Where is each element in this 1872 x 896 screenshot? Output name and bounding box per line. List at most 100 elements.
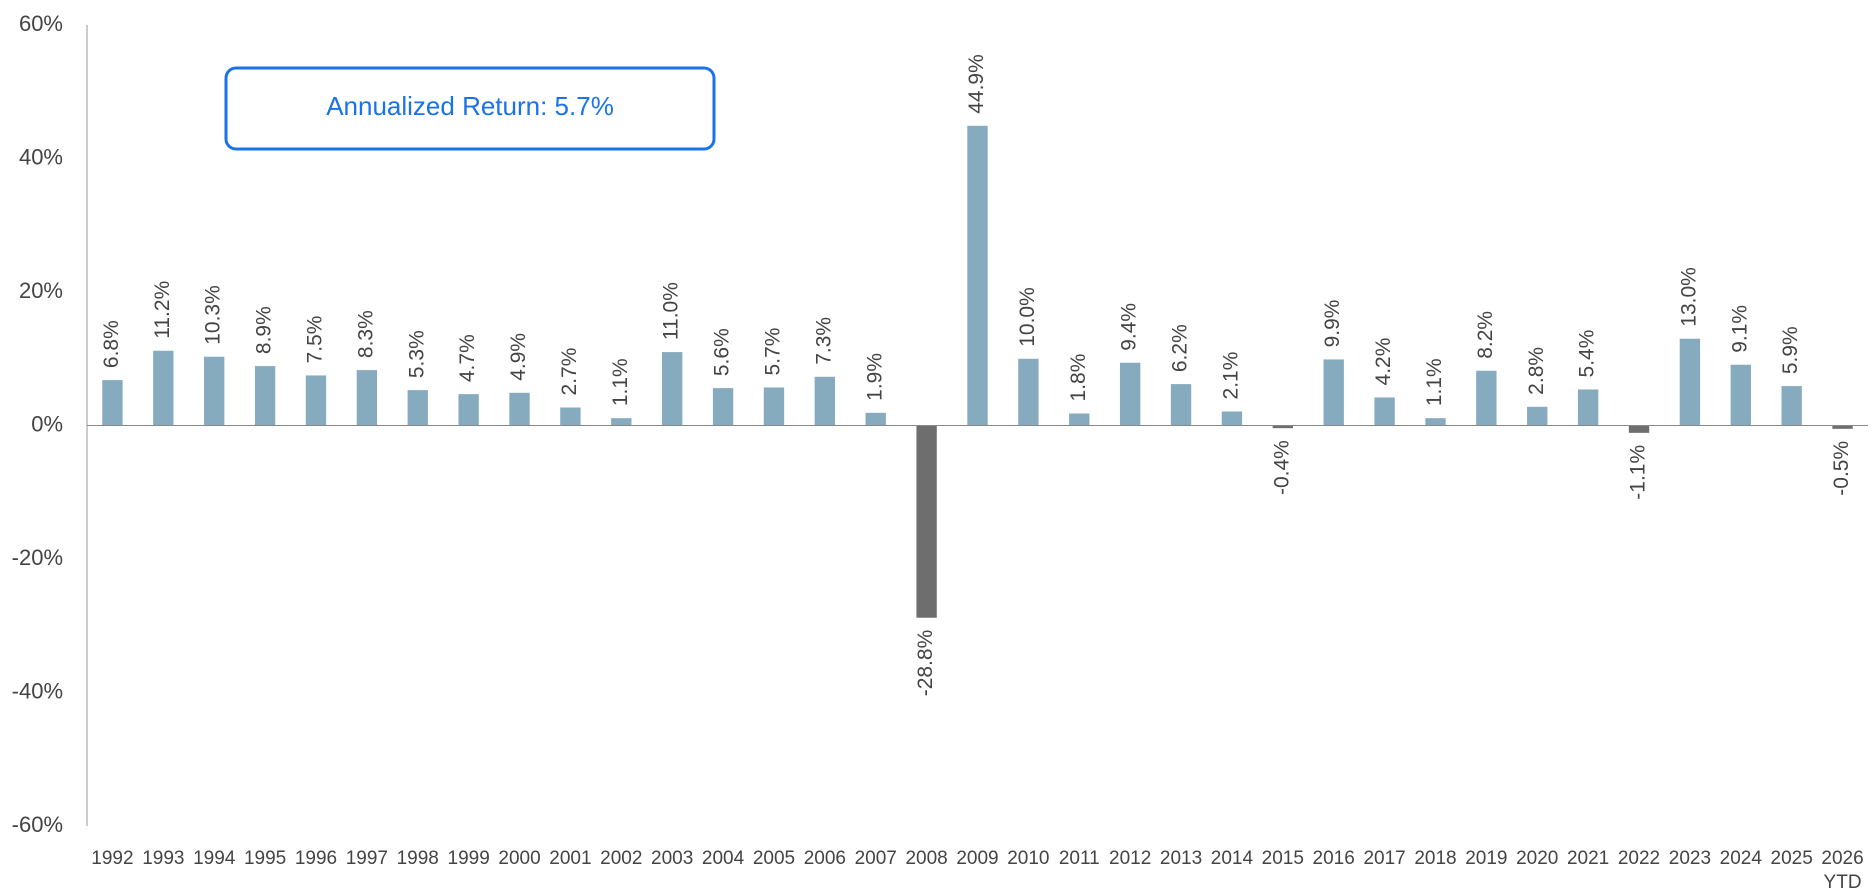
y-tick-label: 60% <box>19 11 63 36</box>
value-label: 5.4% <box>1576 330 1599 378</box>
value-label: 7.3% <box>812 317 835 365</box>
bar <box>1170 384 1192 426</box>
x-tick-label: 1999 <box>448 848 490 869</box>
x-tick-label: 2007 <box>855 848 897 869</box>
x-tick-label: 2017 <box>1363 848 1405 869</box>
x-tick-label: 2003 <box>651 848 693 869</box>
value-label: 4.2% <box>1372 338 1395 386</box>
value-label: 11.2% <box>151 281 174 339</box>
value-label: 4.7% <box>456 334 479 382</box>
bar <box>1323 359 1344 426</box>
x-tick-label: 2008 <box>905 848 947 869</box>
value-label: 8.9% <box>253 306 276 354</box>
value-label: 2.1% <box>1219 352 1242 400</box>
x-tick-label: 2012 <box>1109 848 1151 869</box>
bar <box>153 350 174 426</box>
value-label: -0.4% <box>1270 440 1293 495</box>
x-tick-label: 1995 <box>244 848 286 869</box>
value-label: 1.9% <box>863 353 886 401</box>
bar <box>1374 397 1395 426</box>
bar <box>560 407 581 426</box>
x-tick-label: 2005 <box>753 848 795 869</box>
x-tick-label: 2010 <box>1007 848 1049 869</box>
value-label: 5.6% <box>711 328 734 376</box>
x-tick-label: 2026 YTD <box>1821 848 1863 893</box>
bar <box>712 388 734 426</box>
x-tick-label: 2000 <box>498 848 540 869</box>
x-tick-label: 2014 <box>1211 848 1254 869</box>
bar <box>1119 362 1141 426</box>
value-label: 5.7% <box>762 328 785 376</box>
bar <box>611 418 632 426</box>
bar <box>763 387 785 426</box>
y-tick-label: -40% <box>12 678 63 703</box>
value-label: 9.9% <box>1321 300 1344 348</box>
value-label: -28.8% <box>914 630 937 697</box>
bar <box>1272 425 1293 429</box>
x-tick-label: 2013 <box>1160 848 1202 869</box>
bar <box>458 394 479 426</box>
value-label: 8.3% <box>354 310 377 358</box>
x-tick-label: 2015 <box>1262 848 1304 869</box>
x-tick-label: 2011 <box>1059 848 1100 869</box>
bar <box>967 125 988 426</box>
bar <box>1679 338 1701 426</box>
x-tick-label: 1993 <box>142 848 184 869</box>
value-label: 9.1% <box>1728 305 1751 353</box>
x-tick-label: 2009 <box>956 848 998 869</box>
value-label: 11.0% <box>660 282 683 340</box>
value-label: -0.5% <box>1830 441 1853 496</box>
value-label: 9.4% <box>1118 303 1141 351</box>
bar <box>1476 370 1497 426</box>
value-label: 5.3% <box>405 330 428 378</box>
x-tick-label: 2002 <box>600 848 642 869</box>
value-label: 4.9% <box>507 333 530 381</box>
x-tick-label: 2024 <box>1720 848 1763 869</box>
bar <box>1832 425 1853 429</box>
x-tick-label: 2004 <box>702 848 745 869</box>
value-label: 13.0% <box>1677 267 1700 327</box>
x-tick-label: 1992 <box>91 848 133 869</box>
bar <box>1018 358 1039 426</box>
value-label: 1.1% <box>1423 358 1446 406</box>
x-tick-label: 1994 <box>193 848 236 869</box>
bar <box>865 412 886 426</box>
y-tick-label: -20% <box>12 545 63 570</box>
bar <box>1730 364 1751 426</box>
bar <box>1781 386 1802 426</box>
y-tick-label: 0% <box>31 411 63 436</box>
bar <box>1527 406 1548 426</box>
bar <box>814 376 836 426</box>
x-tick-label: 2023 <box>1669 848 1711 869</box>
bar <box>102 380 123 426</box>
x-tick-label: 2025 <box>1771 848 1813 869</box>
x-tick-label: 1998 <box>397 848 439 869</box>
bar <box>916 425 937 618</box>
bar <box>407 390 428 426</box>
x-tick-label: 2006 <box>804 848 846 869</box>
value-label: 10.3% <box>202 285 225 345</box>
bar <box>1069 413 1090 426</box>
bar <box>1425 418 1446 426</box>
value-label: 8.2% <box>1474 311 1497 359</box>
bar <box>1577 389 1599 426</box>
x-tick-label: 2022 <box>1618 848 1660 869</box>
y-tick-label: -60% <box>12 812 63 837</box>
value-label: 6.2% <box>1169 324 1192 372</box>
value-label: 2.8% <box>1525 347 1548 395</box>
x-tick-label: 2016 <box>1313 848 1355 869</box>
x-tick-label: 1996 <box>295 848 337 869</box>
bar <box>509 392 530 426</box>
annotation: Annualized Return: 5.7% <box>326 91 614 121</box>
x-tick-label: 2020 <box>1516 848 1558 869</box>
value-label: -1.1% <box>1627 445 1650 500</box>
value-label: 1.1% <box>609 358 632 406</box>
y-tick-label: 20% <box>19 278 63 303</box>
x-tick-label: 2021 <box>1567 848 1609 869</box>
value-label: 10.0% <box>1016 287 1039 347</box>
bar <box>305 375 327 426</box>
bar <box>204 356 225 426</box>
value-label: 44.9% <box>965 54 988 114</box>
value-label: 6.8% <box>100 320 123 368</box>
